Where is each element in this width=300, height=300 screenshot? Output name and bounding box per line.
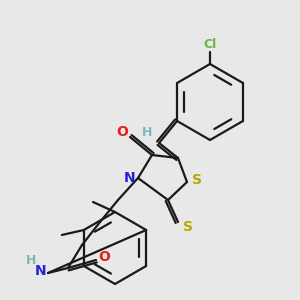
Text: O: O	[98, 250, 110, 264]
Text: N: N	[35, 264, 47, 278]
Text: S: S	[183, 220, 193, 234]
Text: S: S	[192, 173, 202, 187]
Text: O: O	[116, 125, 128, 139]
Text: H: H	[142, 127, 152, 140]
Text: H: H	[26, 254, 36, 268]
Text: Cl: Cl	[203, 38, 217, 50]
Text: N: N	[124, 171, 136, 185]
